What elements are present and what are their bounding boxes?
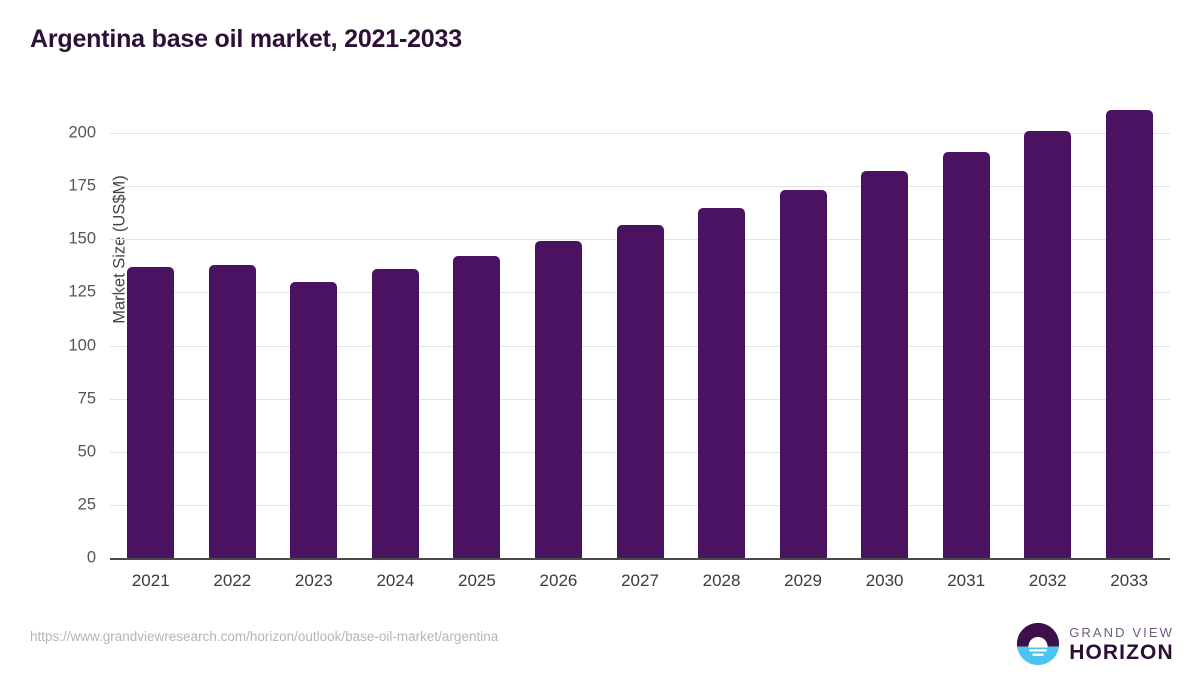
y-axis-tick-label: 25 <box>77 495 96 514</box>
brand-logo: GRAND VIEW HORIZON <box>1016 620 1174 668</box>
x-axis-tick-label: 2025 <box>458 571 496 590</box>
x-axis-line <box>110 558 1170 560</box>
bar[interactable] <box>1024 130 1072 558</box>
x-axis-tick-label: 2023 <box>294 571 333 590</box>
x-axis-tick-label: 2026 <box>539 571 578 590</box>
x-axis-tick-label: 2028 <box>702 571 741 590</box>
x-axis-tick-label: 2022 <box>213 571 252 590</box>
bar[interactable] <box>453 256 501 558</box>
y-axis-tick-label: 125 <box>68 282 96 301</box>
brand-logo-text: GRAND VIEW HORIZON <box>1069 626 1174 663</box>
y-axis-tick-label: 200 <box>68 123 96 142</box>
bar[interactable] <box>861 171 909 558</box>
y-axis-tick-label: 175 <box>68 176 96 195</box>
y-axis-tick-label: 100 <box>68 336 96 354</box>
x-axis-tick-label: 2030 <box>865 571 904 590</box>
x-axis-tick-label: 2024 <box>376 571 415 590</box>
page-title: Argentina base oil market, 2021-2033 <box>30 25 462 53</box>
source-url[interactable]: https://www.grandviewresearch.com/horizo… <box>30 629 499 644</box>
x-axis-tick-label: 2029 <box>784 571 822 590</box>
y-axis-tick-label: 75 <box>77 389 96 408</box>
plot-area <box>110 109 1170 558</box>
bar[interactable] <box>1105 109 1153 558</box>
bar[interactable] <box>208 264 256 558</box>
y-axis-tick-label: 150 <box>68 229 96 248</box>
y-axis-tick-label: 0 <box>86 548 96 567</box>
bar[interactable] <box>616 225 664 558</box>
bar[interactable] <box>698 208 746 558</box>
horizon-circle-icon <box>1017 622 1060 666</box>
bar[interactable] <box>127 266 175 558</box>
bar[interactable] <box>290 281 338 558</box>
bar[interactable] <box>779 190 827 558</box>
x-axis-tick-label: 2027 <box>621 571 659 590</box>
x-axis-tick-label: 2031 <box>947 571 986 590</box>
brand-logo-line1: GRAND VIEW <box>1069 624 1174 640</box>
bar[interactable] <box>371 269 419 558</box>
brand-logo-line2: HORIZON <box>1069 640 1174 664</box>
x-axis-tick-label: 2021 <box>131 571 170 590</box>
x-axis-tick-label: 2032 <box>1028 571 1067 590</box>
gridline <box>110 186 1170 188</box>
x-axis-tick-label: 2033 <box>1110 571 1149 590</box>
bar[interactable] <box>942 152 990 558</box>
gridline <box>110 133 1170 134</box>
y-axis-tick-label: 50 <box>77 442 96 461</box>
bar[interactable] <box>534 241 582 558</box>
